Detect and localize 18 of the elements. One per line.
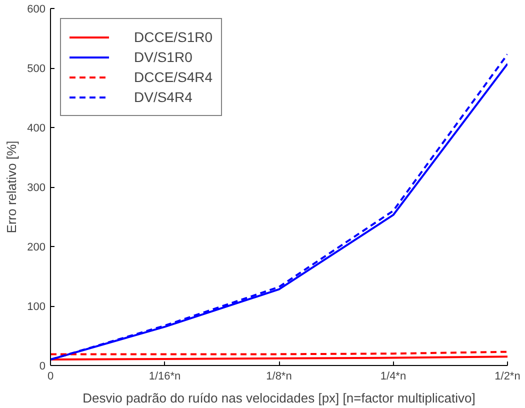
x-tick-label: 1/2*n: [494, 370, 520, 382]
y-tick-label: 500: [27, 63, 46, 75]
x-tick-label: 1/4*n: [380, 370, 406, 382]
x-tick-label: 1/8*n: [266, 370, 292, 382]
x-axis-title: Desvio padrão do ruído nas velocidades [px] [n=factor multiplicativo]: [82, 390, 476, 406]
x-tick-label: 1/16*n: [148, 370, 181, 382]
y-tick-label: 0: [39, 360, 46, 372]
legend-label: DV/S4R4: [134, 89, 192, 105]
x-tick-label: 0: [47, 370, 54, 382]
y-tick-label: 200: [27, 242, 46, 254]
legend-label: DV/S1R0: [134, 49, 192, 65]
legend-label: DCCE/S1R0: [134, 29, 213, 45]
y-tick-label: 300: [27, 182, 46, 194]
y-tick-label: 400: [27, 122, 46, 134]
y-tick-label: 600: [27, 4, 46, 16]
legend-label: DCCE/S4R4: [134, 69, 213, 85]
y-tick-label: 100: [27, 301, 46, 313]
y-axis-title: Erro relativo [%]: [4, 140, 20, 234]
